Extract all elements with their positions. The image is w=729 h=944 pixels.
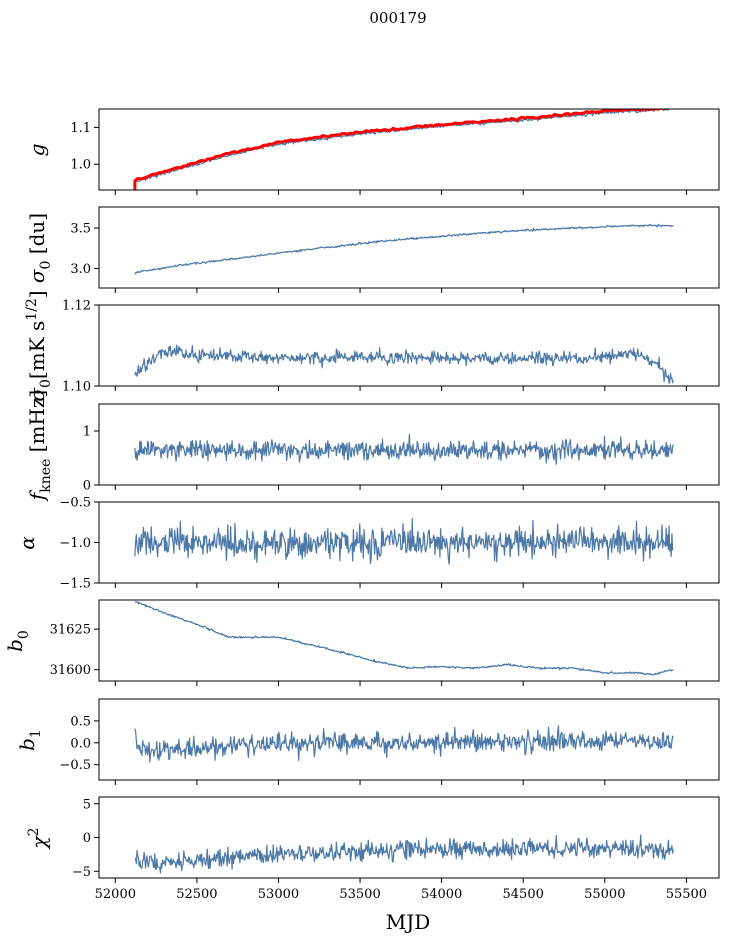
y-tick-label: 1.10 bbox=[62, 380, 91, 395]
x-tick-label: 54000 bbox=[421, 887, 462, 902]
y-tick-label: 1.1 bbox=[70, 121, 91, 136]
y-axis-label: σ0 [du] bbox=[25, 213, 54, 283]
y-tick-label: 3.5 bbox=[70, 222, 91, 237]
subplot-2: 3.0 3.5 σ0 [du] bbox=[25, 206, 720, 293]
reference-line bbox=[133, 109, 671, 190]
x-tick-label: 52000 bbox=[95, 887, 136, 902]
series-line bbox=[134, 725, 674, 763]
y-tick-label: −0.5 bbox=[59, 758, 91, 773]
y-axis-label: g bbox=[25, 144, 49, 157]
y-tick-label: 1.12 bbox=[62, 299, 91, 314]
subplot-3: 1.10 1.12 σ0[mK s1/2] bbox=[24, 290, 720, 402]
axes-frame bbox=[98, 403, 720, 486]
y-axis-label: σ0[mK s1/2] bbox=[24, 290, 54, 401]
y-axis-label: b0 bbox=[3, 630, 32, 652]
axes-frame bbox=[98, 599, 720, 682]
subplot-1: 1.0 1.1 g bbox=[25, 108, 720, 195]
y-tick-label: 3.0 bbox=[70, 262, 91, 277]
series-line bbox=[134, 223, 674, 275]
x-tick-label: 52500 bbox=[176, 887, 217, 902]
y-tick-label: −0.5 bbox=[59, 496, 91, 511]
y-tick-label: 31600 bbox=[50, 663, 91, 678]
series-line bbox=[134, 834, 674, 874]
y-tick-label: 5 bbox=[83, 797, 91, 812]
y-tick-label: 0.5 bbox=[70, 714, 91, 729]
x-tick-label: 53500 bbox=[339, 887, 380, 902]
y-tick-label: 0 bbox=[83, 831, 91, 846]
axes-frame bbox=[98, 206, 720, 289]
y-tick-label: 1 bbox=[83, 425, 91, 440]
series-line bbox=[134, 344, 674, 384]
y-axis-label: b1 bbox=[15, 729, 44, 751]
subplot-7: −0.5 0.0 0.5 b1 bbox=[15, 698, 720, 785]
y-tick-label: −1.5 bbox=[59, 577, 91, 592]
y-axis-label: α bbox=[15, 536, 39, 550]
subplot-4: 0 1 fknee [mHz] bbox=[25, 390, 720, 502]
y-tick-label: −1.0 bbox=[59, 536, 91, 551]
series-line bbox=[134, 109, 671, 183]
y-tick-label: 1.0 bbox=[70, 158, 91, 173]
y-tick-label: 0.0 bbox=[70, 736, 91, 751]
subplot-6: 31600 31625 b0 bbox=[3, 599, 720, 686]
x-tick-label: 53000 bbox=[258, 887, 299, 902]
x-tick-label: 54500 bbox=[503, 887, 544, 902]
axes-frame bbox=[98, 304, 720, 387]
series-line bbox=[134, 601, 674, 676]
x-axis-label: MJD bbox=[386, 910, 431, 934]
x-tick-label: 55500 bbox=[666, 887, 707, 902]
y-tick-label: 0 bbox=[83, 479, 91, 494]
series-line bbox=[134, 518, 674, 565]
series-line bbox=[134, 433, 674, 465]
y-tick-label: −5 bbox=[72, 865, 91, 880]
subplot-8: −5 0 5 52000 52500 53000 53500 54000 54500 55000 5… bbox=[26, 796, 720, 902]
y-axis-label: fknee [mHz] bbox=[25, 390, 54, 502]
x-tick-label: 55000 bbox=[584, 887, 625, 902]
axes-frame bbox=[98, 796, 720, 879]
y-axis-label: χ2 bbox=[26, 827, 51, 850]
axes-frame bbox=[98, 108, 720, 191]
y-tick-label: 31625 bbox=[50, 623, 91, 638]
subplot-5: −1.5 −1.0 −0.5 α bbox=[15, 496, 720, 592]
axes-frame bbox=[98, 698, 720, 781]
figure-title: 000179 bbox=[369, 9, 426, 27]
